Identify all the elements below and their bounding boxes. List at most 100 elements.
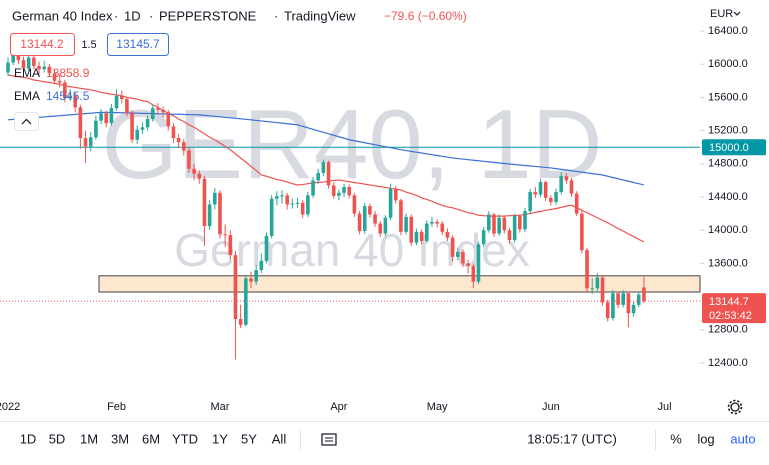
currency[interactable]: EUR xyxy=(710,8,733,20)
icon-part[interactable] xyxy=(730,402,740,412)
countdown: 02:53:42 xyxy=(709,310,752,322)
range-button[interactable]: 1D xyxy=(20,431,37,446)
candle-body xyxy=(275,196,279,199)
bid[interactable]: 13144.2 xyxy=(20,37,64,51)
candle-body xyxy=(378,223,383,234)
log-toggle[interactable]: log xyxy=(697,431,714,446)
last-price-tag xyxy=(702,293,766,324)
y-tick-label: 14800.0 xyxy=(708,158,748,170)
level-label: 15000.0 xyxy=(709,142,749,154)
candle-body xyxy=(300,202,305,215)
candle-body xyxy=(63,82,67,99)
candle-body xyxy=(419,231,424,241)
range-button[interactable]: 6M xyxy=(142,431,160,446)
candle-body xyxy=(497,217,501,234)
candle-body xyxy=(306,195,310,215)
candle-body xyxy=(450,237,455,257)
candle-body xyxy=(585,250,589,289)
candle-body xyxy=(481,230,486,245)
candle-body xyxy=(502,217,507,231)
y-tick-label: 16400.0 xyxy=(708,25,748,37)
candle-body xyxy=(238,318,243,325)
candle-body xyxy=(626,293,631,314)
candle-body xyxy=(42,66,46,70)
candle-body xyxy=(605,302,610,319)
candle-body xyxy=(280,195,284,197)
settings-icon[interactable] xyxy=(727,399,743,415)
range-button[interactable]: 5Y xyxy=(241,431,257,446)
price-zone xyxy=(98,275,701,293)
currency-chevron[interactable] xyxy=(733,11,741,16)
candle-body xyxy=(207,204,212,227)
candle-body xyxy=(466,263,470,266)
candle-body xyxy=(21,60,26,69)
candle-body xyxy=(373,214,377,224)
candle-body xyxy=(156,108,160,110)
bid-box[interactable] xyxy=(10,33,75,56)
separator: · xyxy=(149,8,153,23)
candle-body xyxy=(187,150,191,169)
ask-box[interactable] xyxy=(107,33,169,56)
ema-line xyxy=(7,74,645,243)
legend-value: 14545.5 xyxy=(46,89,90,103)
candle-body xyxy=(176,138,181,143)
candle-body xyxy=(259,260,264,271)
candle-body xyxy=(559,176,563,193)
range-button[interactable]: All xyxy=(272,431,287,446)
candle-body xyxy=(135,129,140,140)
icon-part[interactable] xyxy=(727,399,743,415)
candle-body xyxy=(621,293,626,305)
collapse-icon[interactable] xyxy=(21,118,32,125)
auto-toggle[interactable]: auto xyxy=(730,431,755,446)
candle-body xyxy=(533,192,538,195)
candle-body xyxy=(285,195,289,205)
range-button[interactable]: 5D xyxy=(49,431,66,446)
candle-body xyxy=(543,182,548,198)
candle-body xyxy=(68,95,72,99)
candle-body xyxy=(104,113,109,124)
candle-body xyxy=(150,108,155,119)
percent-toggle[interactable]: % xyxy=(670,431,682,446)
range-button[interactable]: 1Y xyxy=(212,431,228,446)
y-tick-label: 16000.0 xyxy=(708,58,748,70)
candle-body xyxy=(636,294,641,305)
candle-body xyxy=(538,182,543,195)
candle-body xyxy=(57,80,62,83)
x-tick-label: May xyxy=(427,401,448,413)
candle-body xyxy=(125,99,129,114)
ask[interactable]: 13145.7 xyxy=(116,37,160,51)
collapse-button[interactable] xyxy=(14,112,39,131)
candle-body xyxy=(440,223,445,232)
clock[interactable]: 18:05:17 (UTC) xyxy=(527,431,617,446)
legend-name: EMA xyxy=(14,89,40,103)
candle-body xyxy=(37,65,41,70)
y-tick-label: 14400.0 xyxy=(708,191,748,203)
candle-body xyxy=(564,176,569,181)
candle-body xyxy=(26,57,31,69)
range-button[interactable]: 3M xyxy=(111,431,129,446)
icon-part[interactable] xyxy=(321,433,337,446)
compare-icon[interactable] xyxy=(321,433,337,446)
candle-body xyxy=(6,62,10,73)
candle-body xyxy=(435,221,439,224)
candle-body xyxy=(213,192,217,205)
y-tick-label: 12800.0 xyxy=(708,324,748,336)
candle-body xyxy=(574,193,579,214)
range-button[interactable]: 1M xyxy=(80,431,98,446)
candle-body xyxy=(461,251,465,264)
candle-body xyxy=(83,138,88,147)
candle-body xyxy=(414,231,419,243)
candle-body xyxy=(161,109,165,113)
candle-body xyxy=(331,185,336,196)
candle-body xyxy=(569,180,574,194)
level-tag xyxy=(702,139,766,156)
range-button[interactable]: YTD xyxy=(172,431,198,446)
candle-body xyxy=(109,108,114,124)
y-tick-label: 14000.0 xyxy=(708,224,748,236)
separator: · xyxy=(274,8,278,23)
legend-value: 13858.9 xyxy=(46,66,90,80)
candle-body xyxy=(47,66,52,74)
change: −79.6 (−0.60%) xyxy=(384,9,467,23)
interval: 1D xyxy=(124,8,141,23)
candle-body xyxy=(311,180,315,196)
